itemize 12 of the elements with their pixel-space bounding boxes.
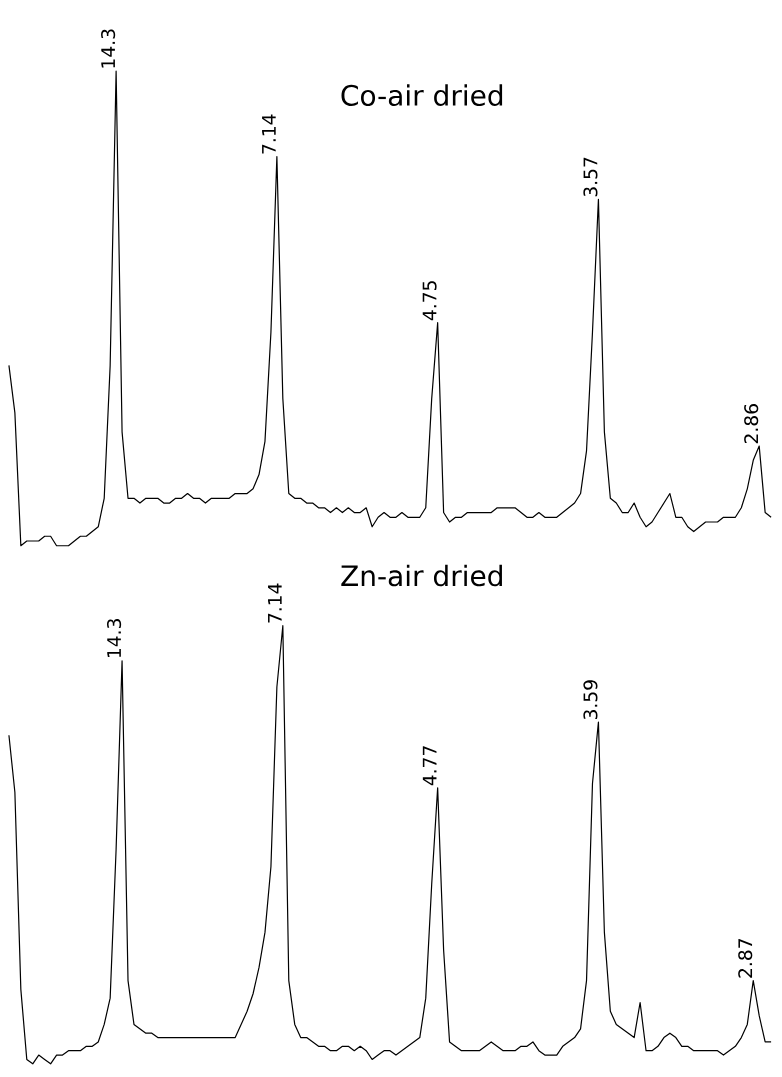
annotation: 4.77 [422, 746, 437, 786]
annotation: 7.14 [262, 114, 276, 154]
annotation: 14.3 [107, 619, 122, 658]
chart-title: Co-air dried [341, 84, 503, 107]
annotation: 3.59 [583, 680, 598, 720]
annotation: 2.86 [744, 404, 759, 444]
text: 7.14 [268, 583, 282, 623]
annotation: 2.87 [738, 939, 753, 978]
chart-title: Zn-air dried [341, 564, 502, 587]
annotation: 4.75 [422, 281, 437, 321]
text: 14.3 [101, 29, 116, 68]
annotation: 3.57 [583, 157, 598, 197]
